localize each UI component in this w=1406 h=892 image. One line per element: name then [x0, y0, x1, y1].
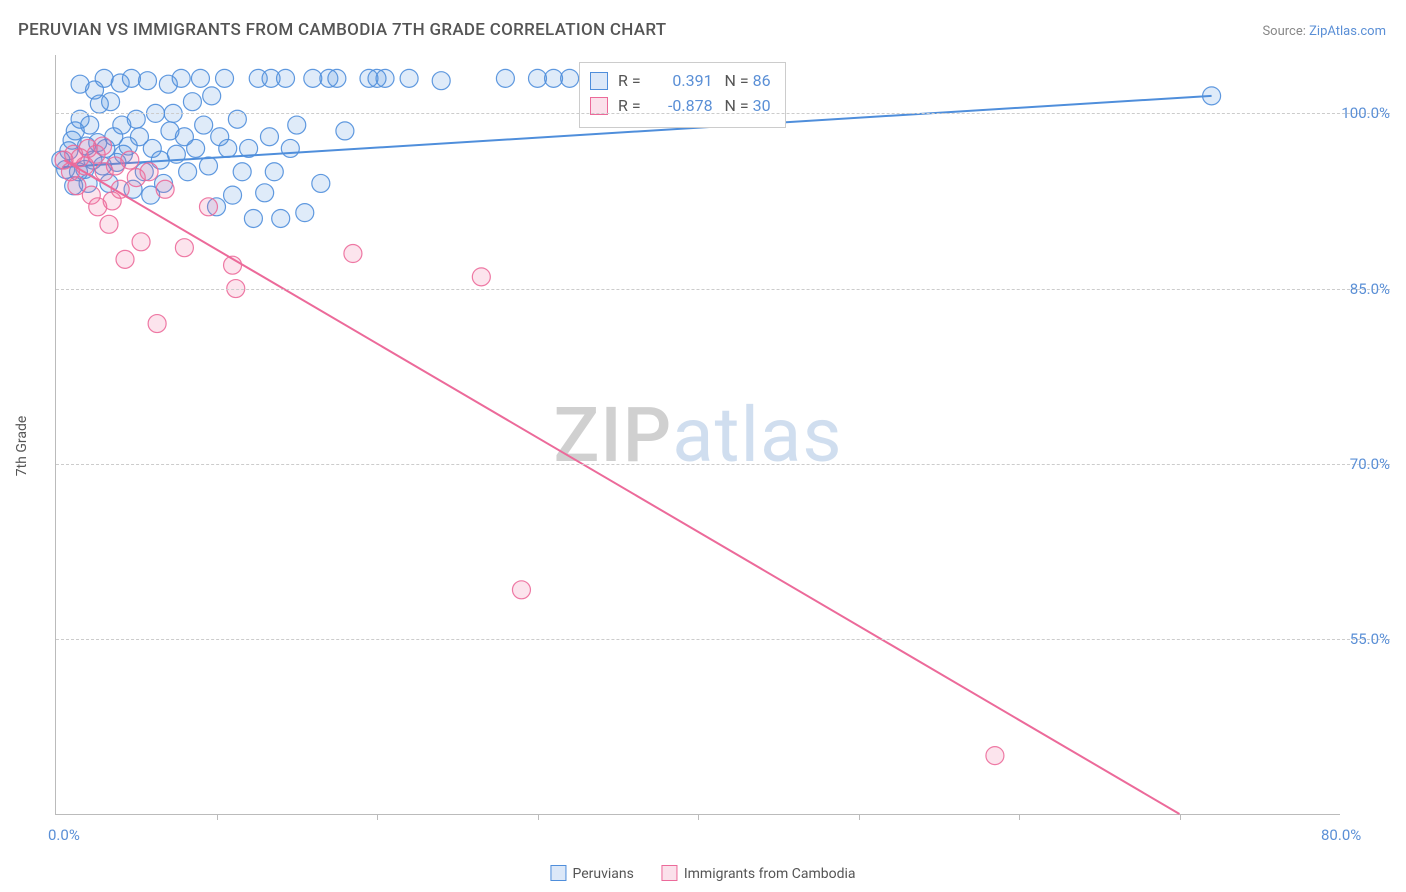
data-point	[148, 315, 166, 333]
data-point	[224, 186, 242, 204]
data-point	[116, 250, 134, 268]
data-point	[281, 139, 299, 157]
data-point	[175, 239, 193, 257]
x-axis-min-label: 0.0%	[48, 826, 80, 844]
x-tick	[538, 814, 539, 820]
stats-row: R = -0.878 N = 30	[590, 94, 771, 119]
data-point	[102, 93, 120, 111]
y-tick-label: 70.0%	[1350, 455, 1390, 473]
data-point	[496, 69, 514, 87]
x-axis-max-label: 80.0%	[1321, 826, 1361, 844]
trend-line	[64, 160, 1179, 814]
x-tick	[698, 814, 699, 820]
data-point	[219, 139, 237, 157]
data-point	[400, 69, 418, 87]
data-point	[432, 72, 450, 90]
r-value: -0.878	[645, 94, 713, 119]
data-point	[191, 69, 209, 87]
data-point	[179, 163, 197, 181]
data-point	[288, 116, 306, 134]
data-point	[545, 69, 563, 87]
y-tick-label: 85.0%	[1350, 280, 1390, 298]
source-label: Source:	[1262, 24, 1305, 39]
r-value: 0.391	[645, 69, 713, 94]
data-point	[195, 116, 213, 134]
data-point	[183, 93, 201, 111]
data-point	[140, 163, 158, 181]
data-point	[529, 69, 547, 87]
data-point	[121, 151, 139, 169]
data-point	[260, 128, 278, 146]
data-point	[199, 198, 217, 216]
x-tick	[1019, 814, 1020, 820]
data-point	[132, 233, 150, 251]
data-point	[256, 184, 274, 202]
data-point	[265, 163, 283, 181]
legend-item: Immigrants from Cambodia	[662, 865, 856, 882]
y-axis-label: 7th Grade	[14, 416, 30, 477]
x-tick	[1180, 814, 1181, 820]
data-point	[986, 747, 1004, 765]
x-tick	[377, 814, 378, 820]
data-point	[277, 69, 295, 87]
legend-swatch-icon	[590, 97, 608, 115]
correlation-stats-box: R = 0.391 N = 86R = -0.878 N = 30	[579, 62, 786, 128]
scatter-svg	[56, 55, 1340, 814]
r-label: R =	[618, 71, 645, 90]
data-point	[95, 69, 113, 87]
legend-swatch-icon	[590, 72, 608, 90]
data-point	[296, 204, 314, 222]
legend-swatch-icon	[550, 865, 566, 881]
r-label: R =	[618, 96, 645, 115]
data-point	[156, 180, 174, 198]
legend-item: Peruvians	[550, 865, 633, 882]
data-point	[233, 163, 251, 181]
data-point	[328, 69, 346, 87]
y-tick-label: 100.0%	[1341, 104, 1390, 122]
data-point	[472, 268, 490, 286]
legend-swatch-icon	[662, 865, 678, 881]
data-point	[376, 69, 394, 87]
x-tick	[217, 814, 218, 820]
gridline	[56, 289, 1390, 290]
data-point	[336, 122, 354, 140]
data-point	[244, 209, 262, 227]
source-link[interactable]: ZipAtlas.com	[1309, 24, 1386, 39]
data-point	[561, 69, 579, 87]
gridline	[56, 113, 1390, 114]
chart-title: PERUVIAN VS IMMIGRANTS FROM CAMBODIA 7TH…	[18, 20, 666, 40]
y-tick-label: 55.0%	[1350, 630, 1390, 648]
n-label: N =	[713, 71, 753, 90]
gridline	[56, 639, 1390, 640]
data-point	[312, 174, 330, 192]
data-point	[203, 87, 221, 105]
data-point	[187, 139, 205, 157]
data-point	[344, 245, 362, 263]
data-point	[122, 69, 140, 87]
n-label: N =	[713, 96, 753, 115]
data-point	[172, 69, 190, 87]
x-tick	[859, 814, 860, 820]
data-point	[138, 72, 156, 90]
legend: Peruvians Immigrants from Cambodia	[550, 865, 855, 882]
legend-label: Peruvians	[572, 866, 633, 882]
chart-plot-area: ZIPatlas R = 0.391 N = 86R = -0.878 N = …	[55, 55, 1340, 815]
n-value: 86	[753, 69, 771, 94]
data-point	[216, 69, 234, 87]
data-point	[81, 116, 99, 134]
n-value: 30	[753, 94, 771, 119]
legend-label: Immigrants from Cambodia	[684, 866, 856, 882]
data-point	[512, 581, 530, 599]
data-point	[199, 157, 217, 175]
data-point	[304, 69, 322, 87]
data-point	[100, 215, 118, 233]
data-point	[94, 137, 112, 155]
stats-row: R = 0.391 N = 86	[590, 69, 771, 94]
data-point	[272, 209, 290, 227]
gridline	[56, 464, 1390, 465]
source-attribution: Source: ZipAtlas.com	[1262, 24, 1386, 39]
